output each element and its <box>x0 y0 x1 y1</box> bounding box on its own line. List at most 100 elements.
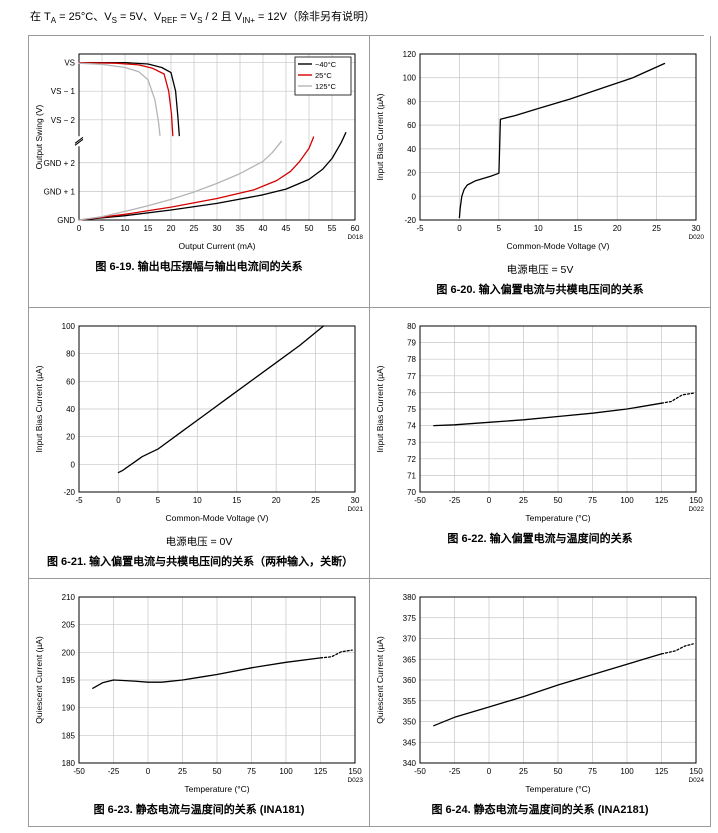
curve-id-watermark: D020 <box>688 234 704 241</box>
x-tick-label: 50 <box>554 496 563 505</box>
y-tick-label: GND + 2 <box>44 159 76 168</box>
x-tick-label: 5 <box>497 224 502 233</box>
y-axis-title: Input Bias Current (µA) <box>34 365 44 452</box>
y-axis-title: Quiescent Current (µA) <box>34 636 44 724</box>
series-line <box>78 136 315 221</box>
chart-quiescent-current-vs-temperature-ina181: -50 -25 0 25 50 75 100 125 150 180 185 190 195 200 205… <box>34 593 363 794</box>
y-tick-label: 380 <box>403 593 417 602</box>
y-tick-label: 80 <box>407 98 416 107</box>
y-tick-label: 40 <box>66 405 75 414</box>
x-tick-label: -50 <box>414 767 426 776</box>
figure-caption: 图 6-20. 输入偏置电流与共模电压间的关系 <box>436 284 644 297</box>
x-tick-label: 150 <box>348 767 362 776</box>
x-tick-label: 0 <box>77 224 82 233</box>
x-tick-label: 10 <box>193 496 202 505</box>
curve-id-watermark: D018 <box>347 234 363 241</box>
x-axis-title: Temperature (°C) <box>525 784 590 794</box>
y-tick-label: 350 <box>403 717 417 726</box>
y-tick-label: 80 <box>407 322 416 331</box>
y-tick-label: 74 <box>407 421 416 430</box>
x-axis-title: Common-Mode Voltage (V) <box>507 241 610 251</box>
x-tick-label: -5 <box>416 224 424 233</box>
plot-frame <box>419 53 697 221</box>
x-tick-label: 150 <box>689 767 703 776</box>
y-tick-label: 71 <box>407 471 416 480</box>
x-tick-label: 50 <box>213 767 222 776</box>
legend-label: −40°C <box>315 60 337 69</box>
series-line <box>92 657 322 689</box>
x-tick-label: 5 <box>156 496 161 505</box>
y-tick-label: 180 <box>62 759 76 768</box>
x-axis-title: Output Current (mA) <box>179 241 256 251</box>
axis-break-mask <box>75 136 83 147</box>
x-tick-label: 0 <box>116 496 121 505</box>
figure-6-19: 0 5 10 15 20 25 30 35 40 45 50 55 60 GND GND + 1 GND + … <box>29 36 370 308</box>
legend-label: 25°C <box>315 71 332 80</box>
x-tick-label: 75 <box>247 767 256 776</box>
y-tick-label: 0 <box>71 460 76 469</box>
plot-frame <box>78 325 356 493</box>
x-tick-label: 125 <box>655 496 669 505</box>
x-tick-label: 30 <box>213 224 222 233</box>
x-tick-label: 25 <box>519 496 528 505</box>
x-tick-label: 25 <box>311 496 320 505</box>
x-tick-label: 100 <box>279 767 293 776</box>
y-tick-label: 76 <box>407 388 416 397</box>
y-tick-label: 0 <box>412 192 417 201</box>
x-tick-label: 0 <box>487 496 492 505</box>
chart-input-bias-vs-temperature: -50 -25 0 25 50 75 100 125 150 70 71 72 73 74 75 76 77 78… <box>375 322 704 523</box>
x-tick-label: 20 <box>272 496 281 505</box>
y-tick-label: 77 <box>407 371 416 380</box>
x-tick-label: 0 <box>146 767 151 776</box>
chart-quiescent-current-vs-temperature-ina2181: -50 -25 0 25 50 75 100 125 150 340 345 350 355 360 365… <box>375 593 704 794</box>
y-tick-label: 375 <box>403 614 417 623</box>
series-line <box>433 653 663 727</box>
series-line <box>458 63 666 219</box>
y-tick-label: 73 <box>407 438 416 447</box>
chart-output-swing-vs-output-current: 0 5 10 15 20 25 30 35 40 45 50 55 60 GND GND + 1 GND + … <box>34 53 363 251</box>
x-tick-label: -25 <box>108 767 120 776</box>
y-tick-label: 72 <box>407 454 416 463</box>
x-tick-label: 75 <box>588 496 597 505</box>
y-tick-label: 360 <box>403 676 417 685</box>
y-tick-label: 100 <box>403 74 417 83</box>
y-tick-label: 200 <box>62 648 76 657</box>
chart-input-bias-vs-vcm-0v: -5 0 5 10 15 20 25 30 -20 0 20 40 60 80 100 Common-Mode… <box>34 322 363 523</box>
plot-area <box>420 54 696 221</box>
figure-6-20: -5 0 5 10 15 20 25 30 -20 0 20 40 60 80 100 120 Common-M… <box>370 36 711 308</box>
x-tick-label: 125 <box>655 767 669 776</box>
x-tick-label: -5 <box>75 496 83 505</box>
x-tick-label: -50 <box>73 767 85 776</box>
figure-caption: 图 6-24. 静态电流与温度间的关系 (INA2181) <box>431 803 649 816</box>
y-tick-label: VS − 1 <box>51 87 76 96</box>
plot-frame <box>419 596 697 764</box>
figure-6-22: -50 -25 0 25 50 75 100 125 150 70 71 72 73 74 75 76 77 78… <box>370 307 711 579</box>
y-tick-label: 20 <box>66 432 75 441</box>
x-tick-label: 30 <box>351 496 360 505</box>
series-line <box>117 324 325 473</box>
figures-grid: 0 5 10 15 20 25 30 35 40 45 50 55 60 GND GND + 1 GND + … <box>28 35 711 828</box>
y-tick-label: 340 <box>403 759 417 768</box>
x-tick-label: 10 <box>534 224 543 233</box>
test-condition-note: 电源电压 = 0V <box>165 535 233 548</box>
y-tick-label: -20 <box>63 488 75 497</box>
y-tick-label: -20 <box>404 216 416 225</box>
y-tick-label: 60 <box>66 377 75 386</box>
y-tick-label: 78 <box>407 355 416 364</box>
y-tick-label: 70 <box>407 488 416 497</box>
series-line <box>78 62 174 137</box>
y-tick-label: 205 <box>62 621 76 630</box>
y-tick-label: GND + 1 <box>44 188 76 197</box>
y-tick-label: 370 <box>403 634 417 643</box>
x-tick-label: 10 <box>121 224 130 233</box>
test-conditions-header: 在 TA = 25°C、VS = 5V、VREF = VS / 2 且 VIN+… <box>30 11 375 26</box>
series-line <box>660 392 694 404</box>
x-tick-label: 55 <box>328 224 337 233</box>
series-line <box>660 643 694 655</box>
y-tick-label: 345 <box>403 738 417 747</box>
y-tick-label: GND <box>57 216 75 225</box>
chart-input-bias-vs-vcm-5v: -5 0 5 10 15 20 25 30 -20 0 20 40 60 80 100 120 Common-M… <box>375 50 704 251</box>
x-tick-label: 60 <box>351 224 360 233</box>
x-tick-label: 125 <box>314 767 328 776</box>
